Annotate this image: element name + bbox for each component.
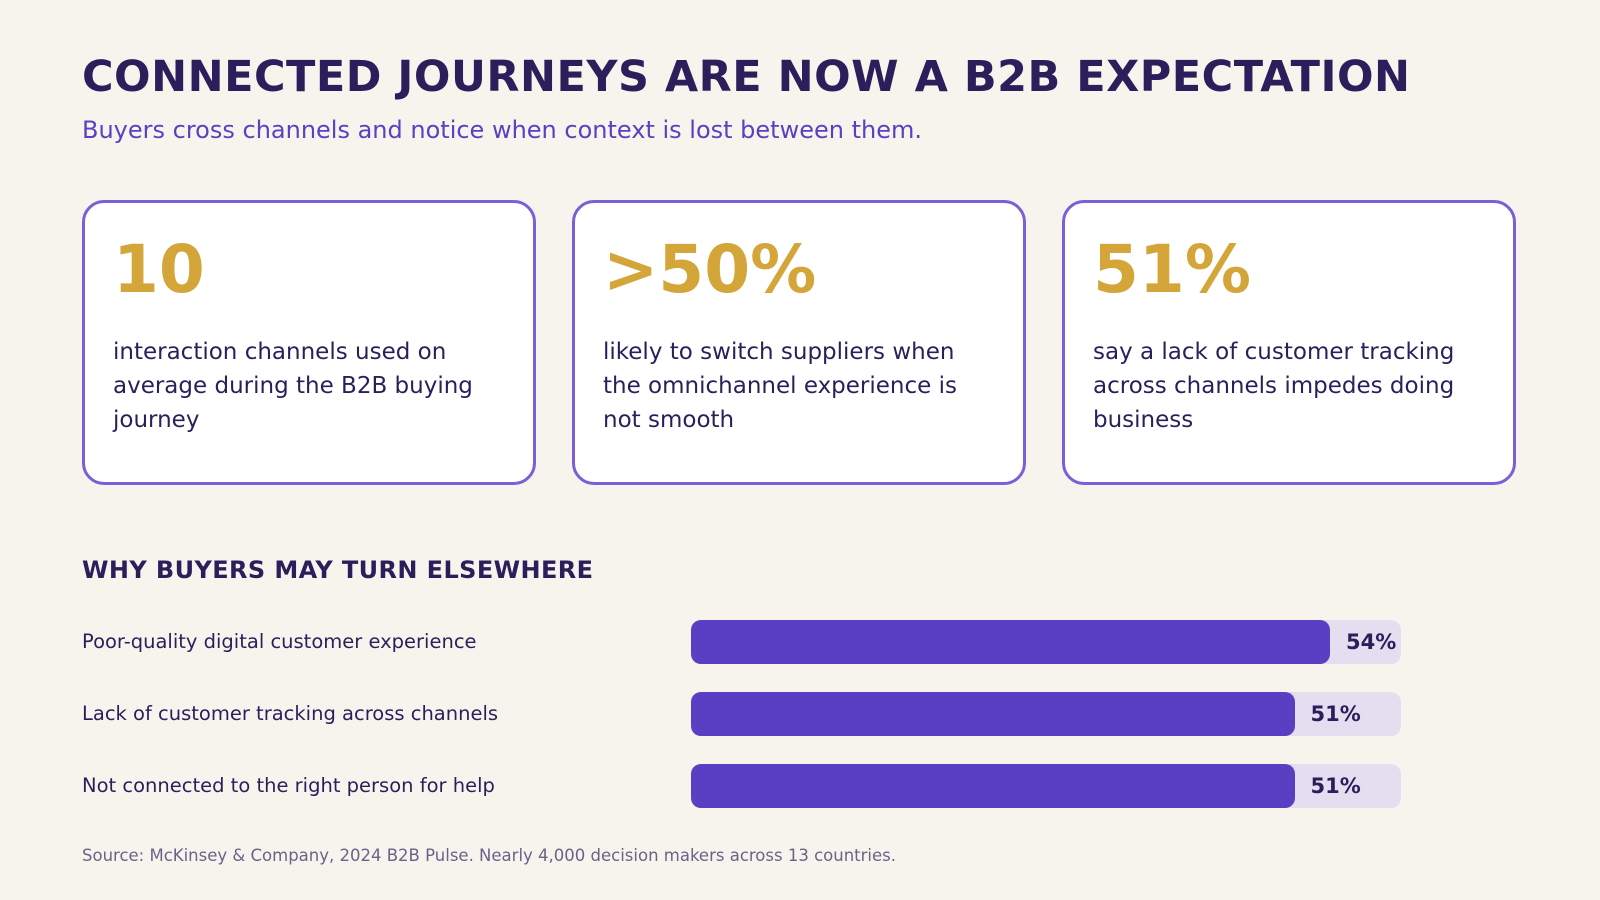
bar-row: Lack of customer tracking across channel… [82, 692, 1402, 736]
bar-value-label: 54% [1346, 630, 1397, 654]
page-title: CONNECTED JOURNEYS ARE NOW A B2B EXPECTA… [82, 52, 1411, 102]
bar [691, 764, 1295, 808]
bar-category-label: Not connected to the right person for he… [82, 774, 495, 797]
source-note: Source: McKinsey & Company, 2024 B2B Pul… [82, 846, 896, 865]
bar-track [691, 764, 1401, 808]
stat-cards: 10 interaction channels used on average … [82, 200, 1516, 485]
bar-chart: Poor-quality digital customer experience… [82, 620, 1402, 836]
bar-value-label: 51% [1310, 702, 1361, 726]
bar-track [691, 620, 1401, 664]
bar-row: Not connected to the right person for he… [82, 764, 1402, 808]
stat-description: interaction channels used on average dur… [113, 339, 473, 433]
bar-category-label: Lack of customer tracking across channel… [82, 702, 499, 725]
bar-category-label: Poor-quality digital customer experience [82, 630, 477, 653]
stat-value: 51% [1093, 231, 1251, 308]
bar-row: Poor-quality digital customer experience… [82, 620, 1402, 664]
bar [691, 620, 1330, 664]
bar-track [691, 692, 1401, 736]
stat-value: 10 [113, 231, 205, 308]
bar-value-label: 51% [1310, 774, 1361, 798]
page-subtitle: Buyers cross channels and notice when co… [82, 116, 922, 144]
stat-description: say a lack of customer tracking across c… [1093, 339, 1455, 433]
stat-card-tracking: 51% say a lack of customer tracking acro… [1062, 200, 1516, 485]
bar [691, 692, 1295, 736]
stat-card-switch-suppliers: >50% likely to switch suppliers when the… [572, 200, 1026, 485]
stat-card-channels: 10 interaction channels used on average … [82, 200, 536, 485]
stat-value: >50% [603, 231, 817, 308]
stat-description: likely to switch suppliers when the omni… [603, 339, 957, 433]
chart-title: WHY BUYERS MAY TURN ELSEWHERE [82, 556, 594, 584]
